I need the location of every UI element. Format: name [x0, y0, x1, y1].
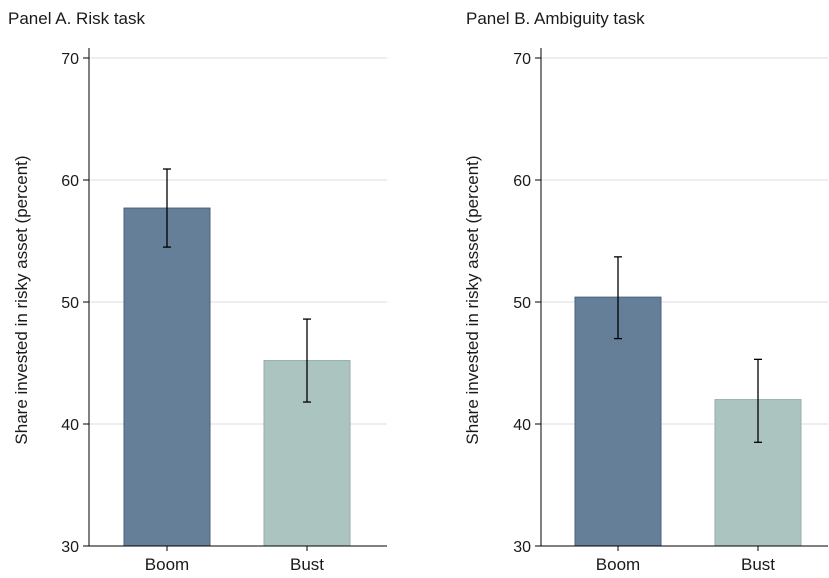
y-axis-label: Share invested in risky asset (percent) [12, 155, 31, 444]
y-tick-label: 50 [513, 295, 531, 312]
y-tick-label: 30 [513, 539, 531, 556]
panel-title: Panel B. Ambiguity task [466, 9, 645, 28]
y-axis-label: Share invested in risky asset (percent) [463, 155, 482, 444]
y-tick-label: 60 [61, 173, 79, 190]
y-tick-label: 50 [61, 295, 79, 312]
panel-title: Panel A. Risk task [8, 9, 146, 28]
y-tick-label: 30 [61, 539, 79, 556]
y-tick-label: 40 [513, 417, 531, 434]
y-tick-label: 70 [61, 51, 79, 68]
x-tick-label: Boom [596, 555, 640, 574]
y-tick-label: 40 [61, 417, 79, 434]
x-tick-label: Bust [741, 555, 775, 574]
chart-panel-b: Panel B. Ambiguity task 30 40 50 60 70 Share i… [463, 9, 828, 574]
x-tick-label: Boom [145, 555, 189, 574]
y-tick-label: 60 [513, 173, 531, 190]
chart-panel-a: Panel A. Risk task 30 40 50 60 70 Share invest… [8, 9, 387, 574]
x-tick-label: Bust [290, 555, 324, 574]
bar-boom [123, 207, 211, 547]
y-tick-label: 70 [513, 51, 531, 68]
